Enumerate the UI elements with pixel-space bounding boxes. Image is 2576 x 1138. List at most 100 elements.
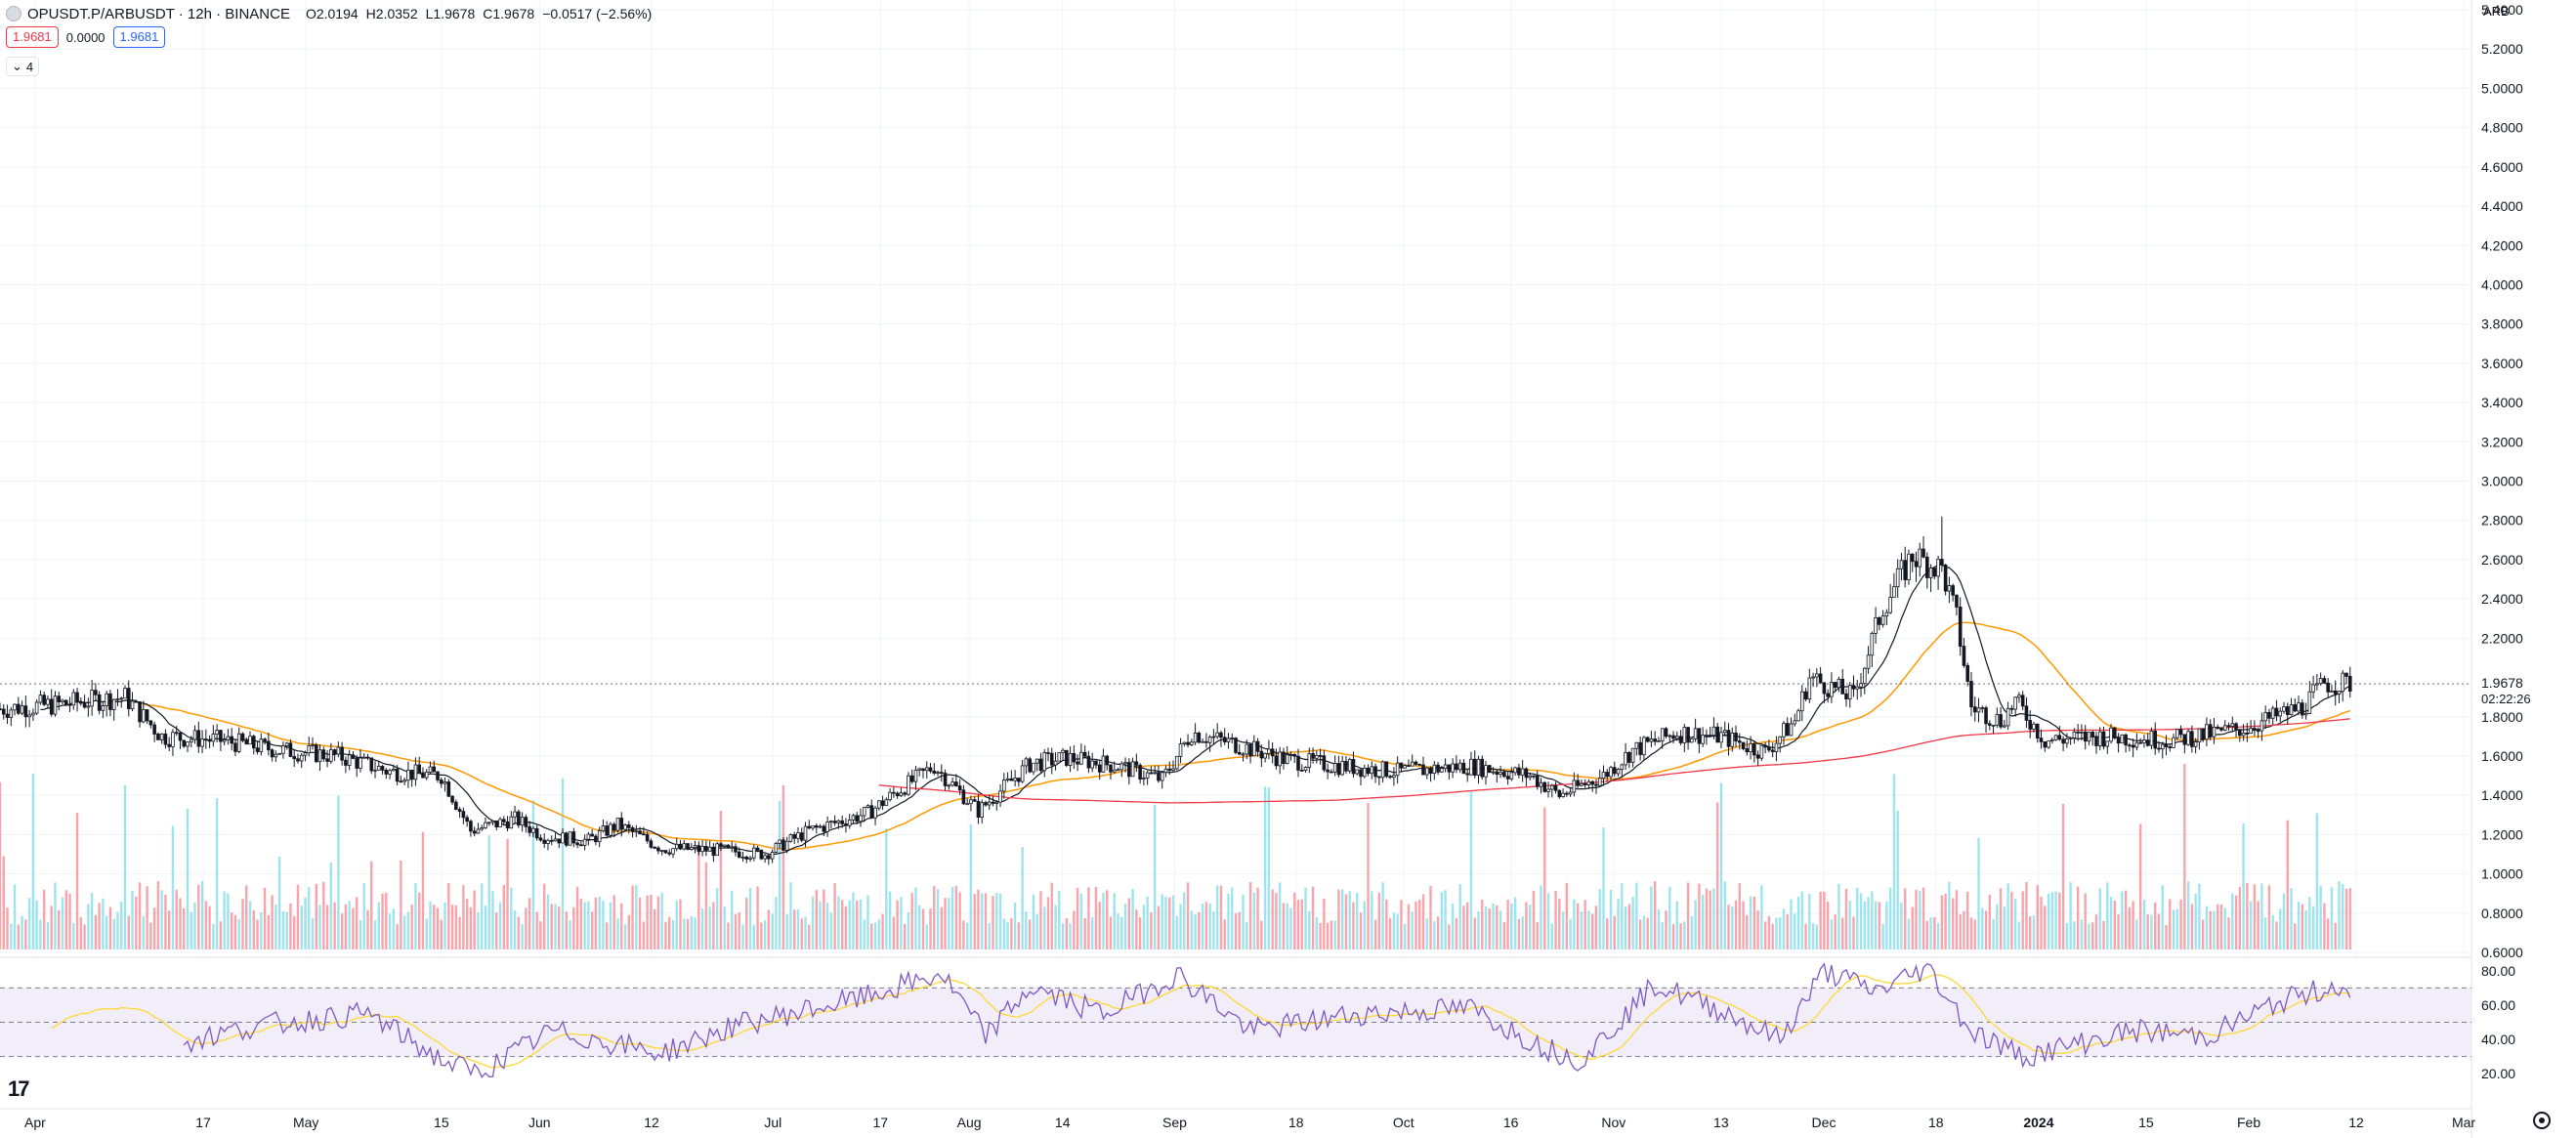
price-tick-label: 4.0000 [2481, 276, 2523, 292]
candle-body [998, 790, 1002, 803]
candle-body [1991, 724, 1996, 727]
candle-body [1377, 776, 1381, 779]
candle-body [317, 749, 322, 763]
candle-body [61, 699, 64, 702]
volume-bar [1984, 910, 1988, 949]
candle-body [950, 781, 954, 786]
candle-body [1167, 768, 1172, 771]
candle-body [472, 830, 477, 834]
time-tick-label: May [293, 1115, 318, 1130]
candle-body [2050, 738, 2054, 742]
volume-bar [487, 835, 490, 949]
volume-bar [1073, 910, 1076, 949]
candle-body [1282, 751, 1286, 765]
volume-bar [1933, 917, 1936, 949]
volume-bar [2003, 906, 2006, 949]
buy-button[interactable]: 1.9681 [112, 26, 166, 48]
volume-bar [2091, 922, 2094, 949]
volume-bar [79, 916, 83, 949]
volume-bar [650, 895, 653, 949]
volume-bar [21, 916, 23, 949]
candle-body [542, 839, 547, 844]
indicators-toggle[interactable]: ⌄ 4 [6, 57, 40, 76]
volume-bar [1396, 913, 1399, 949]
tradingview-logo-icon[interactable]: 17 [8, 1076, 30, 1101]
candle-body [888, 791, 892, 801]
volume-bar [2013, 899, 2017, 949]
candle-body [1565, 792, 1569, 795]
candle-body [1384, 761, 1389, 778]
candle-body [1664, 728, 1668, 738]
candle-body [1984, 707, 1988, 725]
symbol-title[interactable]: OPUSDT.P/ARBUSDT · 12h · BINANCE [27, 5, 290, 22]
candle-body [490, 821, 495, 823]
settings-gear-icon[interactable] [2533, 1112, 2551, 1129]
volume-bar [1936, 923, 1940, 949]
ma-fast-line [40, 564, 2351, 856]
candle-body [1921, 548, 1925, 558]
candle-body [1774, 742, 1779, 752]
candle-body [49, 698, 54, 715]
volume-bar [1911, 906, 1914, 949]
candle-body [2303, 713, 2308, 716]
candle-body [969, 799, 973, 805]
candle-body [534, 827, 539, 839]
volume-bar [1300, 899, 1303, 949]
volume-bar [46, 922, 50, 949]
volume-bar [1753, 896, 1756, 949]
volume-bar [825, 903, 829, 949]
high-value: 2.0352 [375, 6, 418, 21]
candle-body [954, 781, 958, 787]
candle-body [267, 740, 271, 751]
volume-bar [1496, 905, 1499, 949]
candle-body [1318, 755, 1323, 757]
candle-body [575, 842, 579, 846]
volume-bar [296, 884, 300, 949]
symbol-logo-icon[interactable] [6, 6, 21, 21]
candle-body [57, 695, 62, 702]
volume-bar [1117, 913, 1119, 949]
candle-body [443, 781, 447, 784]
volume-bar [635, 885, 638, 949]
volume-bar [1723, 881, 1726, 949]
volume-bar [1079, 893, 1083, 949]
volume-bar [1418, 900, 1421, 949]
volume-bar [1709, 890, 1711, 949]
volume-bar [1469, 790, 1473, 949]
candle-body [75, 692, 79, 703]
volume-bar [473, 890, 476, 949]
candle-body [1285, 754, 1289, 765]
volume-bar [1377, 892, 1381, 949]
candle-body [682, 843, 687, 850]
volume-bar [1308, 910, 1311, 949]
candle-body [586, 833, 591, 840]
candle-body [740, 856, 745, 859]
candle-body [524, 817, 528, 827]
candle-body [2234, 723, 2238, 731]
volume-bar [1131, 889, 1134, 949]
volume-bar [1900, 902, 1903, 949]
sell-button[interactable]: 1.9681 [6, 26, 59, 48]
candle-body [715, 843, 719, 857]
candle-body [1561, 792, 1565, 797]
candle-body [71, 692, 76, 706]
candle-body [1528, 775, 1532, 779]
volume-bar [58, 909, 61, 949]
volume-bar [2094, 914, 2098, 949]
price-tick-label: 2.2000 [2481, 630, 2523, 646]
volume-bar [2231, 893, 2234, 949]
candle-body [1, 708, 6, 715]
volume-bar [2282, 893, 2286, 949]
volume-bar [1123, 904, 1127, 949]
candle-body [204, 738, 208, 741]
candle-body [1057, 752, 1062, 762]
volume-bar [863, 919, 866, 949]
candle-body [1476, 758, 1481, 776]
volume-bar [1705, 888, 1709, 949]
volume-bar [719, 810, 723, 949]
candle-body [1627, 751, 1631, 763]
candle-body [1226, 738, 1231, 742]
price-tick-label: 1.6000 [2481, 748, 2523, 764]
volume-bar [1161, 894, 1163, 949]
